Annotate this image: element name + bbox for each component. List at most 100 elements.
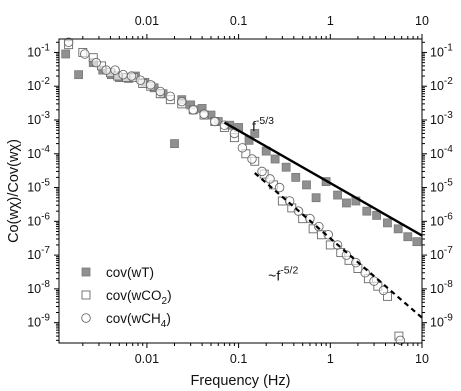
series-2-point-0 [63, 37, 74, 48]
y-tick-label-base: 10 [430, 248, 444, 262]
series-2-point-20 [265, 174, 275, 184]
series-2-group [63, 37, 406, 346]
y-tick-label-exp: -7 [41, 245, 50, 256]
x-axis-title: Frequency (Hz) [191, 373, 291, 389]
legend-label-1: cov(wCO2) [106, 288, 172, 307]
series-2-point-12 [188, 105, 198, 115]
legend-label-base: cov(wT) [106, 265, 154, 280]
series-2-point-8 [145, 80, 156, 90]
y-tick-label-right: 10-8 [430, 279, 453, 296]
y-tick-label-base: 10 [430, 147, 444, 161]
series-0-point-36 [412, 237, 422, 247]
y-tick-label-exp: -6 [41, 211, 50, 222]
slope-annotation-sup: -5/3 [256, 115, 274, 127]
slope-annotation-0: f-5/3 [252, 115, 274, 134]
legend-label-tail: ) [166, 311, 171, 326]
y-tick-label-base: 10 [430, 181, 444, 195]
x-tick-label-top: 0.01 [135, 14, 159, 28]
y-tick-label-right: 10-6 [430, 211, 453, 228]
y-tick-label-exp: -5 [41, 178, 50, 189]
reference-line-1 [254, 172, 423, 319]
legend-label-base: cov(wCH [106, 311, 161, 326]
y-tick-label-exp: -3 [41, 110, 50, 121]
y-tick-label-left: 10-9 [27, 313, 50, 330]
series-2-point-3 [101, 65, 111, 75]
y-tick-label-base: 10 [430, 316, 444, 330]
x-tick-label-top: 1 [327, 14, 334, 28]
series-2-point-31 [369, 276, 379, 286]
y-tick-label-right: 10-5 [430, 178, 453, 195]
series-0-point-22 [270, 154, 280, 164]
legend-label-sub: 2 [162, 296, 168, 307]
series-2-point-2 [91, 57, 101, 68]
series-2-point-29 [351, 257, 361, 268]
legend-marker-0 [81, 267, 91, 277]
axis-ticks [54, 34, 427, 348]
legend-item-0: cov(wT) [81, 265, 154, 280]
legend-item-2: cov(wCH4) [81, 311, 171, 330]
y-tick-label-exp: -5 [444, 178, 453, 189]
series-0-point-1 [74, 70, 84, 80]
y-tick-label-right: 10-4 [430, 144, 453, 161]
x-tick-label-bottom: 0.1 [230, 352, 247, 366]
series-0-point-34 [393, 224, 403, 234]
series-2-point-4 [110, 65, 120, 75]
y-tick-label-base: 10 [27, 113, 41, 127]
x-tick-label-bottom: 10 [415, 352, 429, 366]
series-2-point-10 [165, 91, 176, 102]
series-0-point-33 [383, 218, 392, 228]
y-tick-label-base: 10 [430, 79, 444, 93]
slope-annotation-1: ~f-5/2 [268, 264, 298, 283]
series-0-point-35 [403, 232, 413, 242]
series-2-point-19 [257, 166, 267, 177]
legend-label-0: cov(wT) [106, 265, 154, 280]
x-tick-label-top: 10 [415, 14, 429, 28]
y-tick-label-right: 10-7 [430, 245, 453, 262]
series-2-point-17 [237, 143, 248, 153]
series-2-point-11 [177, 96, 187, 107]
y-tick-label-left: 10-2 [27, 76, 50, 93]
y-tick-label-base: 10 [27, 147, 41, 161]
series-2-point-14 [210, 116, 220, 127]
series-0-point-31 [362, 206, 372, 216]
series-2-point-26 [323, 230, 334, 240]
series-2-point-22 [284, 196, 295, 206]
x-tick-label-bottom: 0.01 [135, 352, 159, 366]
y-tick-label-exp: -7 [444, 245, 453, 256]
y-tick-label-exp: -3 [444, 110, 453, 121]
series-0-point-24 [291, 172, 301, 182]
series-2-point-25 [314, 221, 324, 232]
y-tick-label-exp: -4 [41, 144, 50, 155]
y-tick-label-left: 10-8 [27, 279, 50, 296]
annotations: f-5/3 ~f-5/2 [252, 115, 298, 283]
y-tick-label-right: 10-1 [430, 42, 453, 59]
y-tick-label-base: 10 [27, 282, 41, 296]
x-tick-label-top: 0.1 [230, 14, 247, 28]
series-2-point-21 [274, 182, 285, 193]
y-tick-label-exp: -1 [444, 42, 453, 53]
legend-marker-1 [81, 290, 91, 300]
y-tick-label-exp: -1 [41, 42, 50, 53]
slope-annotation-prefix: f [252, 118, 256, 134]
y-tick-label-base: 10 [27, 248, 41, 262]
reference-line-0 [223, 121, 423, 237]
slope-annotation-sup: -5/2 [280, 264, 298, 276]
y-tick-label-exp: -2 [444, 76, 453, 87]
series-2-point-6 [126, 71, 137, 81]
y-tick-label-exp: -9 [444, 313, 453, 324]
y-tick-label-exp: -9 [41, 313, 50, 324]
legend-label-2: cov(wCH4) [106, 311, 171, 330]
x-tick-label-bottom: 1 [327, 352, 334, 366]
y-tick-label-base: 10 [27, 214, 41, 228]
slope-annotation-prefix: ~f [268, 267, 280, 283]
series-2-point-1 [80, 49, 90, 59]
y-tick-label-base: 10 [430, 113, 444, 127]
series-2-point-9 [155, 86, 166, 97]
y-tick-label-base: 10 [27, 316, 41, 330]
legend-marker-2 [81, 313, 91, 323]
y-tick-label-exp: -4 [444, 144, 453, 155]
y-tick-label-base: 10 [430, 282, 444, 296]
y-tick-label-base: 10 [430, 45, 444, 59]
